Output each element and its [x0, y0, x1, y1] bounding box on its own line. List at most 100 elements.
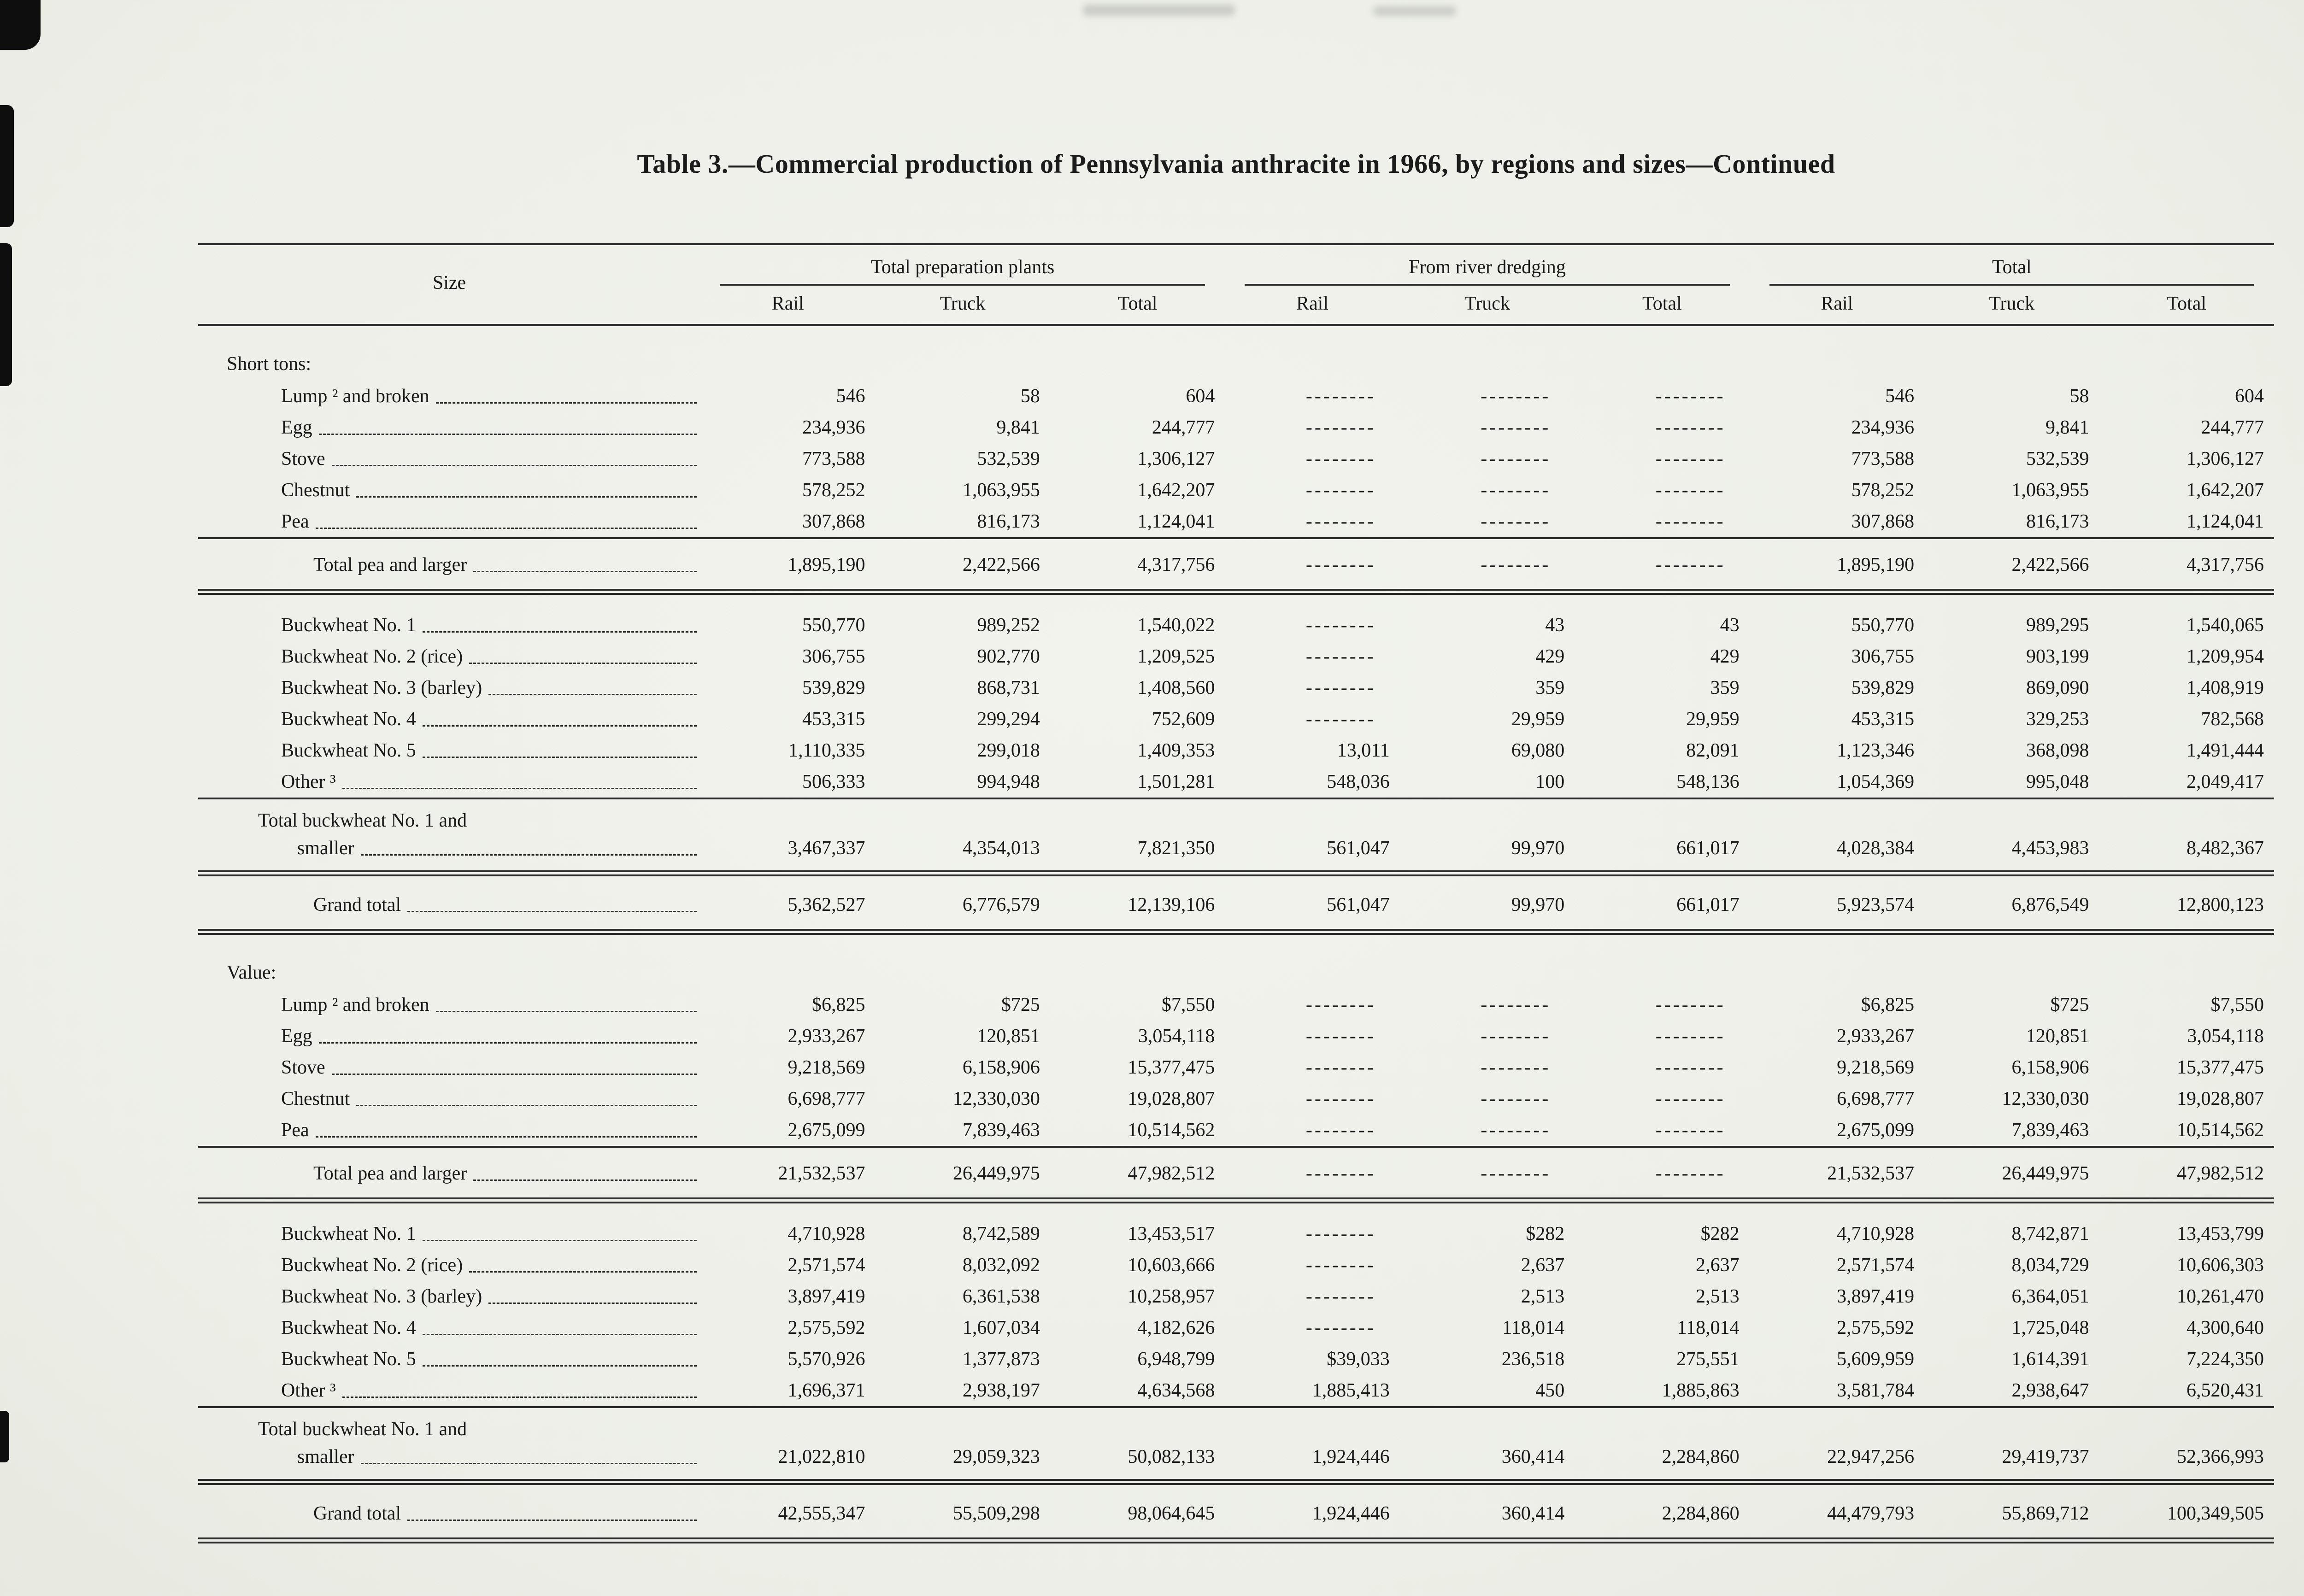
- cell: 6,158,906: [2011, 1057, 2089, 1078]
- cell: 5,923,574: [1749, 873, 1925, 935]
- leader-line: [318, 1042, 697, 1044]
- row-label-cell: Total buckwheat No. 1 and smaller: [198, 798, 700, 876]
- table-row: Other ³ 506,333 994,948 1,501,281 548,036 100…: [198, 766, 2274, 798]
- table-row: Egg 2,933,267 120,851 3,054,118 -------- ----…: [198, 1021, 2274, 1052]
- row-label-wrap: Chestnut: [198, 1085, 700, 1113]
- cell: 29,959: [1511, 709, 1565, 730]
- cell: 1,209,525: [1137, 646, 1215, 667]
- cell: 1,696,371: [788, 1380, 865, 1401]
- table-body: Short tons: Lump ² and broken 546 58 604 ----…: [198, 325, 2274, 1543]
- row-label: Buckwheat No. 5: [281, 1349, 416, 1370]
- cell: 9,218,569: [788, 1057, 865, 1078]
- leader-line: [435, 1011, 697, 1012]
- cell: 2,933,267: [1837, 1026, 1915, 1047]
- cell: 13,453,799: [2177, 1223, 2264, 1244]
- cell: $6,825: [1861, 994, 1915, 1015]
- cell: 2,933,267: [788, 1026, 865, 1047]
- table-container: Size Total preparation plants From river…: [198, 243, 2274, 1543]
- column-header-total: Total: [1050, 286, 1225, 326]
- cell: 5,609,959: [1837, 1349, 1915, 1370]
- row-label-wrap: Chestnut: [198, 476, 700, 504]
- cell: 1,124,041: [1137, 511, 1215, 532]
- row-label-cell: Chestnut: [198, 475, 700, 506]
- cell: 2,938,197: [962, 1380, 1040, 1401]
- cell: 299,294: [977, 709, 1040, 730]
- table-row: Value:: [198, 932, 2274, 990]
- column-header-truck: Truck: [875, 286, 1050, 326]
- cell: 816,173: [2026, 511, 2089, 532]
- cell: 429: [1535, 646, 1565, 667]
- cell: 7,839,463: [2011, 1120, 2089, 1141]
- cell: --------: [1481, 1057, 1551, 1078]
- cell: 1,614,391: [2011, 1349, 2089, 1370]
- cell: 1,540,065: [2186, 615, 2264, 636]
- row-label: Grand total: [313, 894, 401, 915]
- cell: 1,377,873: [962, 1349, 1040, 1370]
- cell: 359: [1535, 677, 1565, 698]
- cell: --------: [1481, 1026, 1551, 1047]
- row-label-cell: Pea: [198, 506, 700, 538]
- cell: 782,568: [2201, 709, 2264, 730]
- leader-line: [318, 434, 697, 435]
- row-label: Chestnut: [281, 1088, 350, 1109]
- cell: 1,895,190: [1749, 537, 1925, 595]
- leader-line: [331, 465, 697, 466]
- column-header-total: Total: [2099, 286, 2274, 326]
- sub-header-row: Rail Truck Total Rail Truck Total Rail T…: [198, 286, 2274, 326]
- cell: 869,090: [2026, 677, 2089, 698]
- cell: 546: [1885, 386, 1915, 407]
- row-label: Grand total: [313, 1503, 401, 1524]
- table-row: Total buckwheat No. 1 and smaller 21,022,8…: [198, 1406, 2274, 1485]
- leader-line: [331, 1074, 697, 1075]
- cell: 4,317,756: [1050, 537, 1225, 595]
- row-label-cell: Other ³: [198, 766, 700, 798]
- table-row: Buckwheat No. 2 (rice) 306,755 902,770 1,20…: [198, 641, 2274, 672]
- cell: 1,408,560: [1137, 677, 1215, 698]
- cell: --------: [1305, 1223, 1376, 1244]
- cell: 2,049,417: [2186, 771, 2264, 792]
- cell: 4,182,626: [1137, 1317, 1215, 1338]
- scan-artifact: [0, 105, 14, 227]
- cell: 360,414: [1399, 1406, 1575, 1485]
- cell: --------: [1655, 1088, 1726, 1109]
- cell: 989,252: [977, 615, 1040, 636]
- cell: 360,414: [1399, 1482, 1575, 1543]
- cell: 752,609: [1152, 709, 1215, 730]
- table-row: Buckwheat No. 1 4,710,928 8,742,589 13,453,…: [198, 1201, 2274, 1250]
- cell: --------: [1305, 448, 1376, 469]
- cell: 55,869,712: [1924, 1482, 2099, 1543]
- table-row: Grand total 5,362,527 6,776,579 12,139,106 5…: [198, 873, 2274, 935]
- cell: 7,821,350: [1050, 798, 1225, 876]
- cell: 275,551: [1676, 1349, 1740, 1370]
- row-label: Buckwheat No. 2 (rice): [281, 646, 463, 667]
- cell: 7,224,350: [2186, 1349, 2264, 1370]
- row-label-cell: Total buckwheat No. 1 and smaller: [198, 1406, 700, 1485]
- cell: 2,575,592: [788, 1317, 865, 1338]
- cell: $6,825: [811, 994, 865, 1015]
- cell: 539,829: [802, 677, 865, 698]
- row-label-line1: Total buckwheat No. 1 and: [198, 807, 700, 834]
- cell: 1,501,281: [1137, 771, 1215, 792]
- cell: --------: [1655, 1057, 1726, 1078]
- row-label: Buckwheat No. 3 (barley): [281, 1286, 482, 1307]
- cell: 118,014: [1502, 1317, 1565, 1338]
- cell: 3,054,118: [1138, 1026, 1215, 1047]
- cell: 2,637: [1696, 1255, 1740, 1276]
- cell: 21,532,537: [1749, 1146, 1925, 1203]
- cell: 9,841: [2045, 417, 2089, 438]
- table-row: Total buckwheat No. 1 and smaller 3,467,33…: [198, 798, 2274, 876]
- leader-line: [422, 1365, 697, 1367]
- cell: 3,054,118: [2187, 1026, 2264, 1047]
- cell: --------: [1481, 1120, 1551, 1141]
- cell: 989,295: [2026, 615, 2089, 636]
- cell: --------: [1305, 1026, 1376, 1047]
- cell: 47,982,512: [2099, 1146, 2274, 1203]
- cell: 55,509,298: [875, 1482, 1050, 1543]
- cell: 307,868: [802, 511, 865, 532]
- cell: 548,036: [1327, 771, 1390, 792]
- row-label: Egg: [281, 417, 312, 438]
- row-label-cell: Lump ² and broken: [198, 989, 700, 1021]
- cell: $39,033: [1327, 1349, 1390, 1370]
- table-row: Buckwheat No. 1 550,770 989,252 1,540,022 --…: [198, 592, 2274, 641]
- cell: 1,540,022: [1137, 615, 1215, 636]
